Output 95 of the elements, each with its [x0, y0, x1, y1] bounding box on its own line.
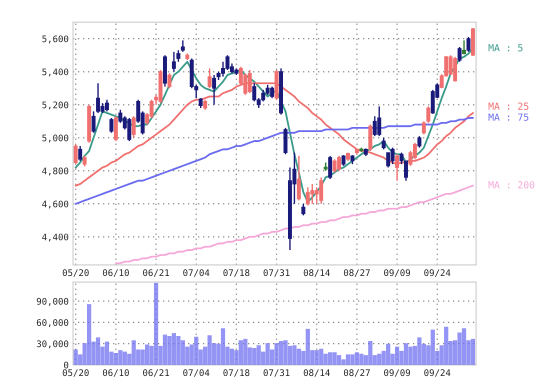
candlestick: [114, 116, 118, 142]
line-series: [74, 117, 474, 205]
x-tick-label: 09/09: [384, 369, 410, 377]
y-tick-label: 0: [64, 362, 68, 368]
x-tick-label: 06/21: [143, 369, 170, 377]
x-tick-label: 08/27: [344, 269, 370, 277]
bar: [354, 352, 360, 365]
bar: [86, 304, 92, 365]
x-tick-label: 09/09: [384, 269, 410, 277]
y-tick-label: 90,000: [36, 298, 68, 306]
bar: [394, 346, 400, 365]
bar: [230, 348, 234, 365]
candlestick: [310, 183, 314, 205]
candlestick: [328, 155, 332, 180]
y-tick-label: 5,000: [42, 134, 68, 142]
x-tick-label: 09/24: [424, 369, 450, 377]
bar: [220, 328, 226, 365]
y-tick-label: 5,400: [42, 68, 68, 76]
bar: [462, 328, 466, 365]
y-tick-label: 5,200: [42, 101, 68, 110]
x-tick-label: 06/10: [102, 369, 129, 377]
x-tick-label: 08/14: [304, 269, 330, 277]
line-series: [114, 184, 474, 264]
x-tick-label: 07/04: [183, 269, 210, 277]
line-series: [74, 48, 474, 204]
y-tick-label: 4,600: [42, 200, 68, 209]
candlestick: [296, 155, 301, 202]
candlestick: [104, 99, 109, 112]
bar: [96, 337, 100, 365]
candlestick: [382, 137, 386, 150]
candlestick: [350, 154, 354, 165]
candlestick: [212, 74, 216, 106]
candlestick: [301, 203, 306, 216]
y-tick-label: 60,000: [36, 319, 68, 328]
x-tick-label: 06/10: [102, 269, 129, 277]
bar: [278, 340, 284, 365]
candlestick: [203, 99, 208, 110]
candlestick: [284, 127, 288, 155]
candlestick: [319, 176, 324, 205]
candlestick: [342, 154, 346, 167]
bar: [292, 345, 297, 365]
candlestick: [417, 135, 422, 148]
candlestick: [377, 106, 382, 137]
bar: [162, 334, 168, 365]
x-tick-label: 06/21: [143, 269, 170, 277]
x-tick-label: 05/20: [62, 369, 89, 377]
candlestick: [180, 40, 185, 53]
bar: [470, 338, 476, 365]
bar: [167, 336, 172, 365]
bar: [104, 342, 110, 365]
bar: [417, 337, 422, 365]
bar: [404, 343, 408, 365]
x-tick-label: 05/20: [62, 269, 89, 277]
candlestick: [132, 116, 136, 138]
series-label: MA : 5: [488, 44, 523, 52]
candlestick: [386, 152, 390, 168]
bar: [172, 333, 176, 365]
candlestick: [458, 46, 462, 62]
bar: [350, 354, 355, 365]
x-tick-label: 07/18: [223, 369, 250, 377]
candlestick: [395, 154, 400, 182]
candlestick: [208, 68, 212, 89]
x-tick-label: 08/27: [344, 369, 370, 377]
candlestick: [332, 158, 337, 174]
candlestick: [167, 72, 172, 89]
candlestick: [368, 124, 372, 152]
y-tick-label: 4,800: [42, 168, 68, 176]
y-tick-label: 4,400: [42, 234, 68, 242]
bar: [457, 332, 462, 365]
candlestick: [74, 144, 78, 165]
bar: [332, 352, 337, 365]
candlestick: [82, 155, 87, 168]
candlestick: [172, 51, 176, 72]
candlestick: [109, 117, 114, 134]
y-tick-label: 30,000: [36, 340, 68, 348]
x-tick-label: 08/14: [304, 369, 330, 377]
candlestick: [127, 117, 132, 142]
bar: [274, 343, 279, 365]
bar: [346, 354, 350, 365]
candlestick: [462, 40, 466, 56]
candlestick: [466, 36, 470, 53]
x-tick-label: 07/31: [264, 269, 290, 277]
series-label: MA : 200: [488, 181, 534, 188]
x-tick-label: 09/24: [424, 269, 450, 277]
series-label: MA : 75: [488, 114, 528, 121]
bar: [408, 346, 413, 365]
x-tick-label: 07/04: [183, 369, 210, 377]
bar: [336, 355, 342, 365]
candlestick: [78, 145, 82, 162]
x-tick-label: 07/18: [223, 269, 250, 277]
x-tick-label: 07/31: [264, 369, 290, 377]
y-tick-label: 5,600: [42, 35, 68, 44]
series-label: MA : 25: [488, 102, 528, 110]
candlestick: [198, 97, 203, 109]
bar: [283, 340, 288, 365]
